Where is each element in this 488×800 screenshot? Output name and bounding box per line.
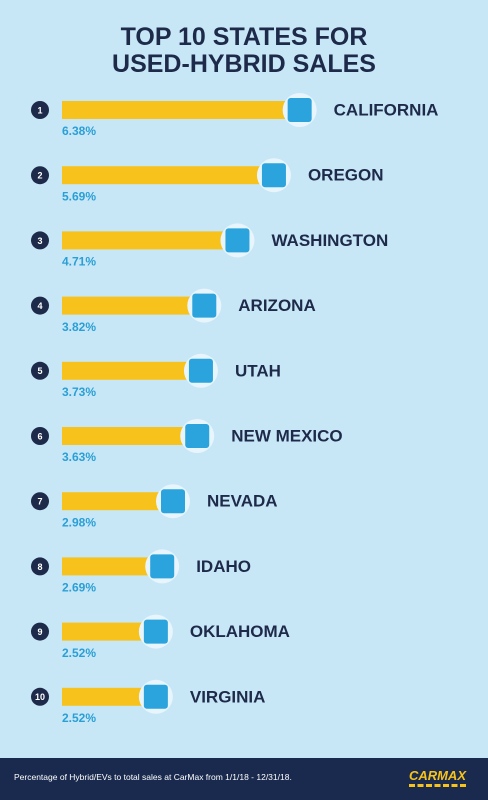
rank-badge: [31, 101, 49, 119]
state-label: NEVADA: [207, 492, 278, 511]
bar: [62, 687, 156, 706]
value-label: 2.69%: [62, 581, 96, 595]
bar: [62, 492, 174, 511]
rank-badge: [31, 492, 49, 511]
value-label: 2.98%: [62, 515, 96, 529]
state-shape: [185, 424, 210, 448]
state-shape: [287, 98, 312, 122]
rank-label: 10: [35, 692, 45, 702]
value-label: 3.73%: [62, 385, 96, 399]
bar: [62, 296, 205, 315]
state-label: UTAH: [235, 361, 281, 380]
value-label: 3.63%: [62, 450, 96, 464]
bar: [62, 231, 238, 250]
value-label: 2.52%: [62, 646, 96, 660]
bar: [62, 101, 300, 119]
state-label: OREGON: [308, 166, 384, 185]
bar: [62, 557, 163, 576]
state-label: OKLAHOMA: [190, 622, 290, 641]
state-shape: [161, 489, 186, 514]
bar: [62, 427, 198, 445]
rank-label: 1: [37, 105, 42, 115]
bar: [62, 166, 274, 185]
state-shape: [143, 684, 168, 709]
rank-badge: [31, 361, 49, 380]
footnote: Percentage of Hybrid/EVs to total sales …: [14, 772, 292, 782]
rank-label: 4: [37, 301, 42, 311]
rank-badge: [31, 427, 49, 445]
chart: 1 CALIFORNIA 6.38% 2 OREGON 5.69% 3 WASHINGTON 4…: [31, 93, 439, 725]
state-shape: [188, 358, 213, 383]
state-shape: [150, 554, 175, 579]
rank-badge: [31, 296, 49, 315]
state-shape: [192, 293, 217, 318]
state-label: WASHINGTON: [271, 231, 388, 250]
bar: [62, 361, 201, 380]
rank-badge: [31, 166, 49, 185]
rank-label: 3: [37, 236, 42, 246]
value-label: 4.71%: [62, 255, 96, 269]
rank-badge: [31, 622, 49, 641]
rank-label: 5: [37, 366, 42, 376]
rank-label: 2: [37, 171, 42, 181]
state-label: NEW MEXICO: [231, 426, 342, 445]
value-label: 6.38%: [62, 124, 96, 138]
state-shape: [261, 163, 286, 188]
state-shape: [143, 619, 168, 644]
state-shape: [225, 228, 250, 253]
rank-label: 6: [37, 431, 42, 441]
state-label: IDAHO: [196, 557, 251, 576]
rank-label: 8: [37, 562, 42, 572]
rank-label: 7: [37, 497, 42, 507]
rank-label: 9: [37, 627, 42, 637]
rank-badge: [31, 557, 49, 576]
value-label: 2.52%: [62, 711, 96, 725]
rank-badge: [31, 231, 49, 250]
value-label: 5.69%: [62, 189, 96, 203]
state-label: VIRGINIA: [190, 687, 266, 706]
logo: CARMAX: [408, 768, 466, 787]
bar: [62, 622, 156, 641]
state-label: ARIZONA: [238, 296, 315, 315]
chart-title: TOP 10 STATES FOR USED-HYBRID SALES: [112, 23, 376, 78]
state-label: CALIFORNIA: [334, 100, 439, 119]
footer: Percentage of Hybrid/EVs to total sales …: [0, 758, 488, 800]
rank-badge: [31, 687, 49, 706]
value-label: 3.82%: [62, 320, 96, 334]
